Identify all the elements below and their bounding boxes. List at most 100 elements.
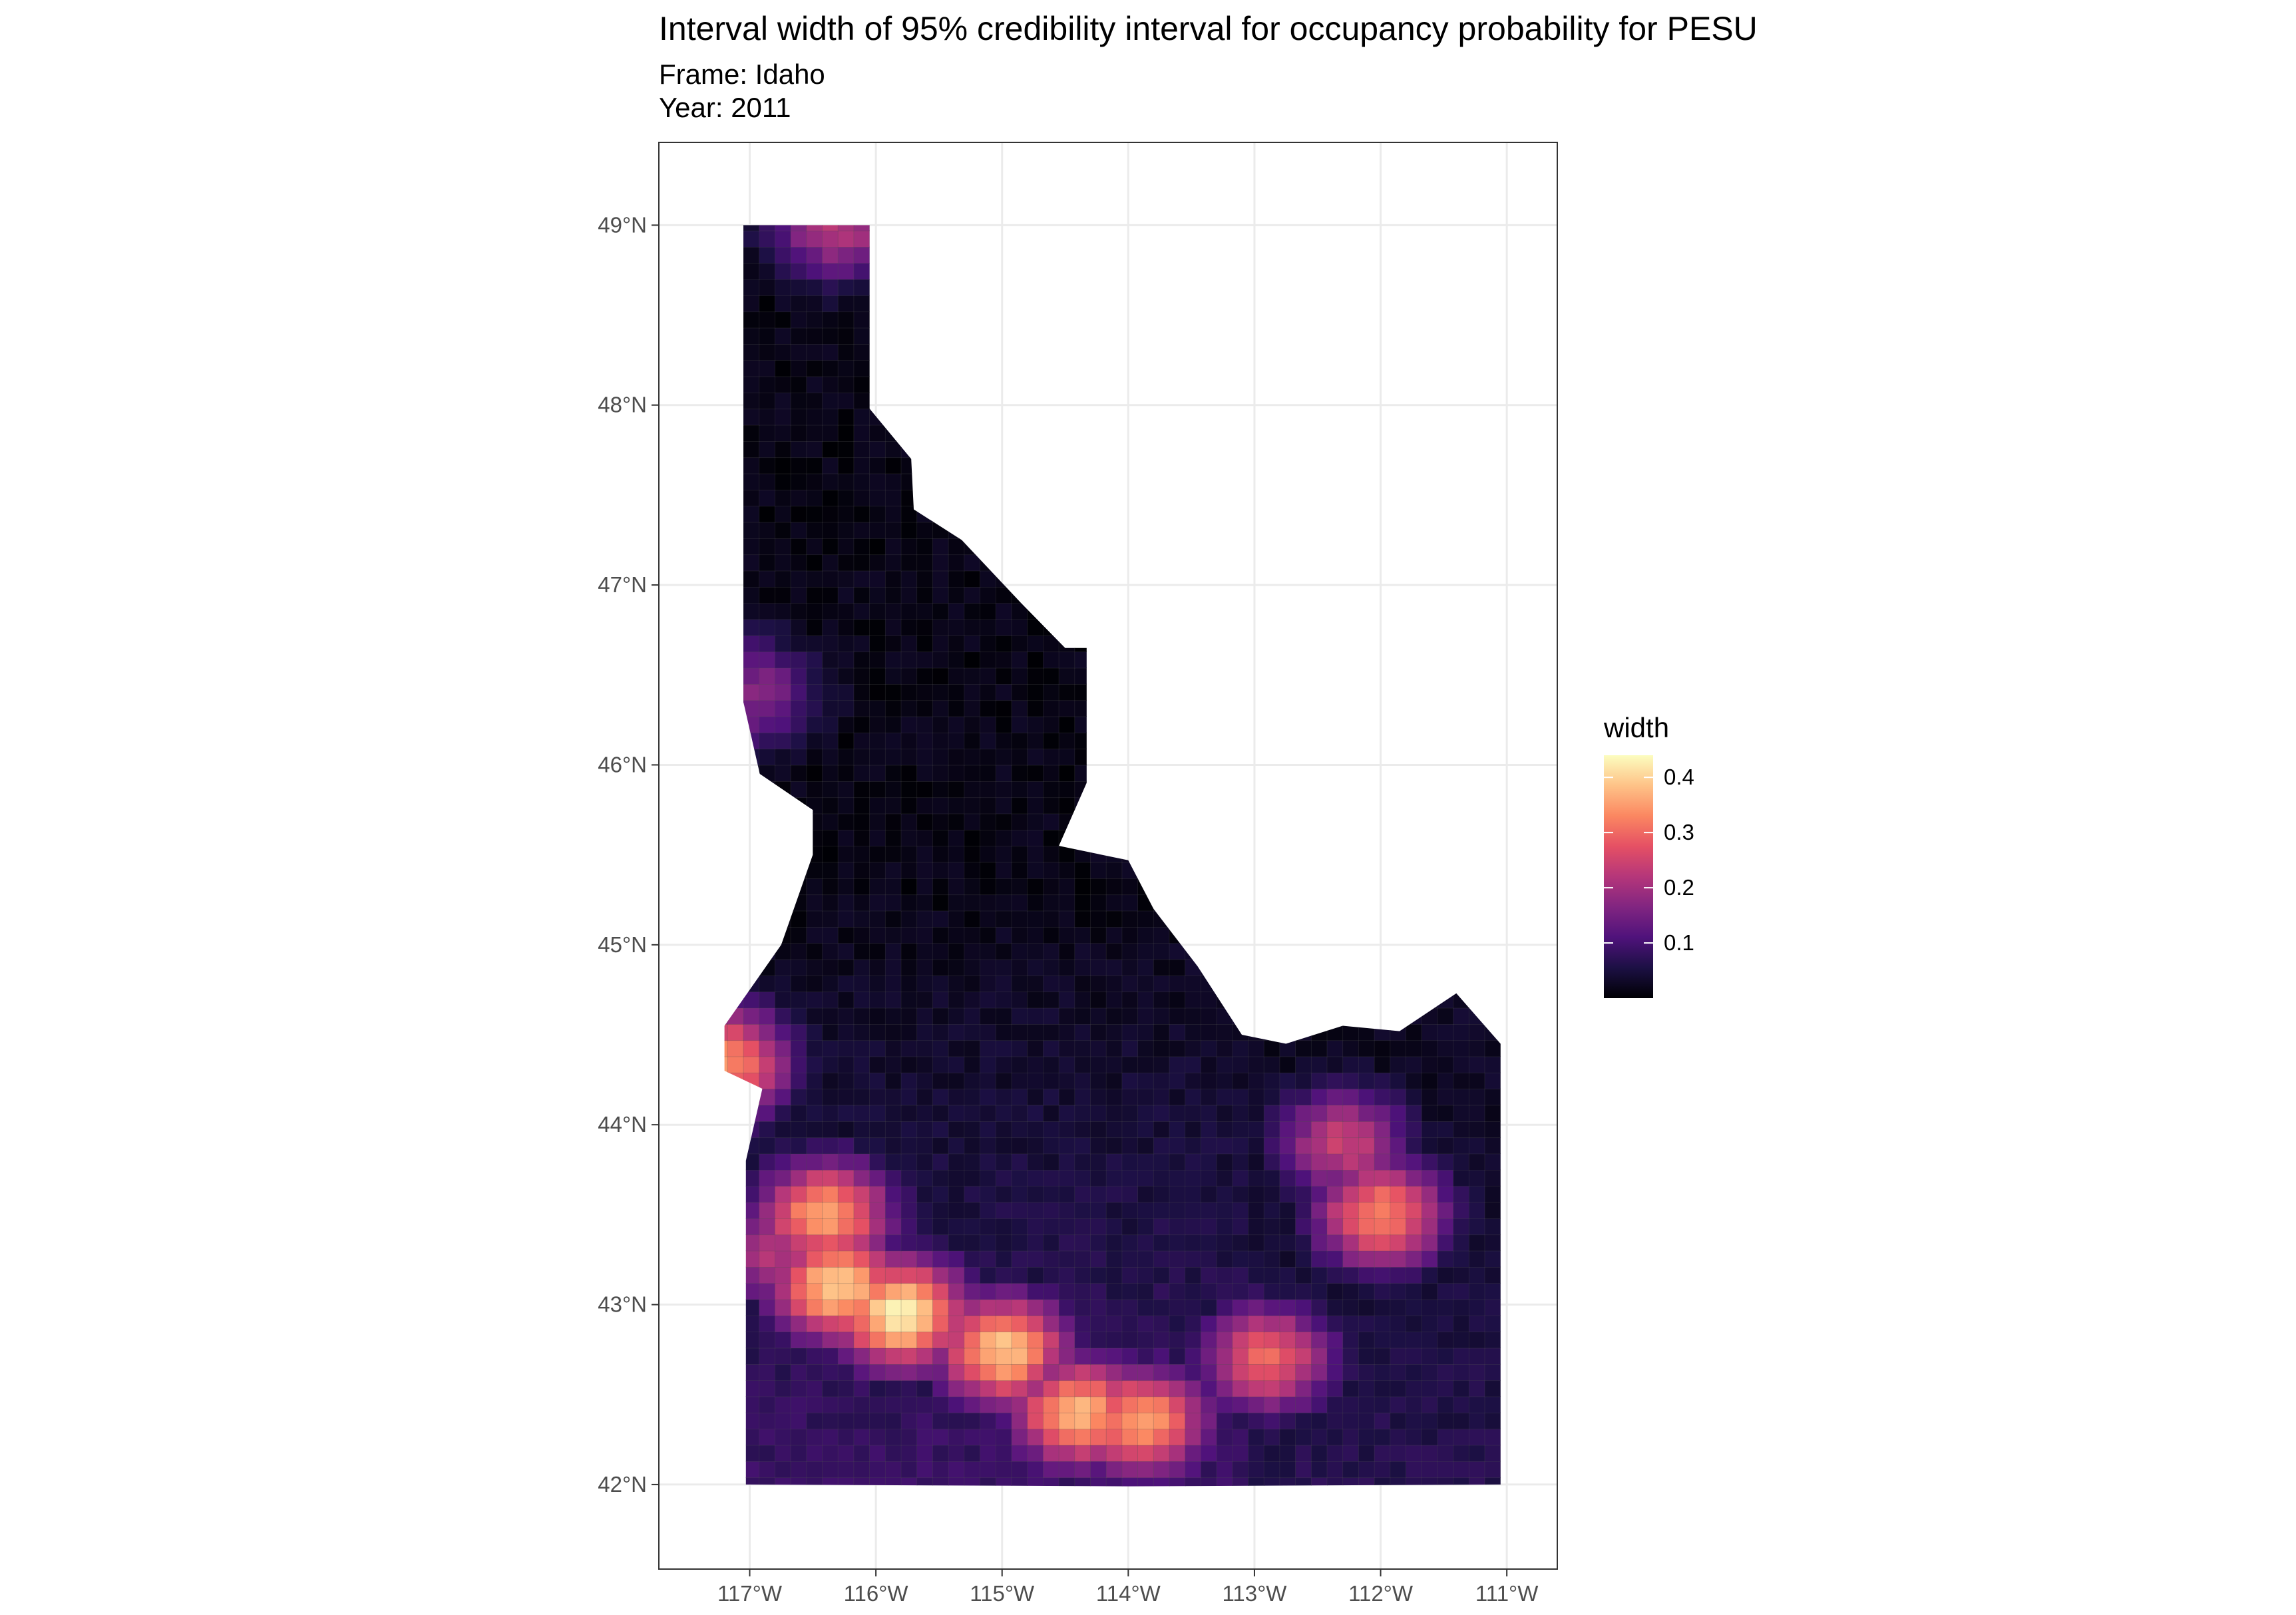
raster-cell [932, 538, 950, 556]
raster-cell [790, 910, 807, 928]
raster-cell [1074, 862, 1091, 879]
raster-cell [1153, 1299, 1171, 1316]
raster-cell [1358, 1056, 1376, 1073]
raster-cell [1421, 1461, 1438, 1479]
raster-cell [1011, 1395, 1028, 1413]
raster-cell [1374, 1185, 1391, 1203]
raster-cell [948, 748, 965, 766]
raster-cell [995, 1039, 1013, 1057]
raster-cell [1437, 1331, 1454, 1349]
raster-cell [743, 602, 760, 620]
raster-cell [995, 683, 1013, 701]
raster-cell [980, 1039, 997, 1057]
raster-cell [1279, 1444, 1296, 1462]
raster-cell [775, 554, 792, 572]
raster-cell [995, 1331, 1013, 1349]
raster-cell [837, 1185, 855, 1203]
raster-cell [1437, 1234, 1454, 1252]
raster-cell [759, 586, 776, 604]
raster-cell [869, 1250, 886, 1268]
raster-cell [948, 862, 965, 879]
raster-cell [1027, 1363, 1044, 1381]
raster-cell [964, 1379, 981, 1397]
x-axis: 117°W 116°W 115°W 114°W 113°W 112°W 111°W [717, 1569, 1539, 1606]
raster-cell [822, 651, 839, 669]
raster-cell [1295, 1347, 1312, 1365]
raster-cell [806, 1121, 823, 1139]
raster-cell [1263, 1234, 1280, 1252]
raster-cell [853, 862, 870, 879]
raster-cell [759, 473, 776, 490]
raster-cell [1090, 1218, 1107, 1236]
raster-cell [948, 1299, 965, 1316]
raster-cell [822, 295, 839, 313]
raster-cell [775, 1105, 792, 1122]
raster-cell [790, 619, 807, 636]
raster-cell [1263, 1056, 1280, 1073]
raster-cell [1027, 1299, 1044, 1316]
raster-cell [822, 1072, 839, 1090]
raster-cell [1326, 1461, 1344, 1479]
raster-cell [822, 1331, 839, 1349]
raster-cell [1374, 1072, 1391, 1090]
raster-cell [759, 1137, 776, 1155]
raster-cell [995, 1379, 1013, 1397]
raster-cell [1027, 797, 1044, 814]
raster-cell [1216, 1363, 1233, 1381]
raster-cell [1201, 1088, 1218, 1106]
raster-cell [1295, 1315, 1312, 1333]
raster-cell [1437, 1395, 1454, 1413]
raster-cell [759, 1169, 776, 1187]
raster-cell [900, 683, 918, 701]
raster-cell [964, 1039, 981, 1057]
raster-cell [869, 732, 886, 750]
raster-cell [837, 489, 855, 507]
raster-cell [1027, 716, 1044, 733]
raster-cell [1216, 1461, 1233, 1479]
raster-cell [916, 1218, 934, 1236]
raster-cell [759, 343, 776, 361]
raster-cell [932, 1121, 950, 1139]
raster-cell [900, 894, 918, 912]
raster-cell [1279, 1234, 1296, 1252]
raster-cell [1074, 1363, 1091, 1381]
raster-cell [1390, 1088, 1407, 1106]
raster-cell [1310, 1363, 1328, 1381]
raster-cell [1468, 1105, 1486, 1122]
raster-cell [869, 1121, 886, 1139]
raster-cell [853, 667, 870, 685]
raster-cell [1153, 1315, 1171, 1333]
raster-cell [1374, 1218, 1391, 1236]
raster-cell [853, 781, 870, 799]
raster-cell [964, 991, 981, 1009]
raster-cell [790, 1395, 807, 1413]
raster-cell [1279, 1395, 1296, 1413]
raster-cell [932, 619, 950, 636]
raster-cell [775, 1444, 792, 1462]
raster-cell [1406, 1153, 1423, 1170]
raster-cell [790, 392, 807, 410]
raster-cell [932, 959, 950, 976]
raster-cell [948, 538, 965, 556]
raster-cell [743, 327, 760, 345]
raster-cell [869, 1169, 886, 1187]
raster-cell [806, 1412, 823, 1430]
raster-cell [1137, 1185, 1155, 1203]
raster-cell [1121, 1202, 1139, 1219]
raster-cell [775, 683, 792, 701]
raster-cell [790, 1153, 807, 1170]
raster-cell [869, 959, 886, 976]
raster-cell [869, 813, 886, 830]
raster-cell [964, 667, 981, 685]
raster-cell [1011, 1234, 1028, 1252]
raster-cell [900, 1007, 918, 1025]
raster-cell [1153, 1169, 1171, 1187]
raster-cell [853, 1088, 870, 1106]
raster-cell [884, 667, 902, 685]
raster-cell [1027, 1234, 1044, 1252]
raster-cell [822, 1202, 839, 1219]
raster-cell [980, 942, 997, 960]
raster-cell [1043, 651, 1060, 669]
raster-cell [980, 1412, 997, 1430]
raster-cell [1216, 1282, 1233, 1300]
